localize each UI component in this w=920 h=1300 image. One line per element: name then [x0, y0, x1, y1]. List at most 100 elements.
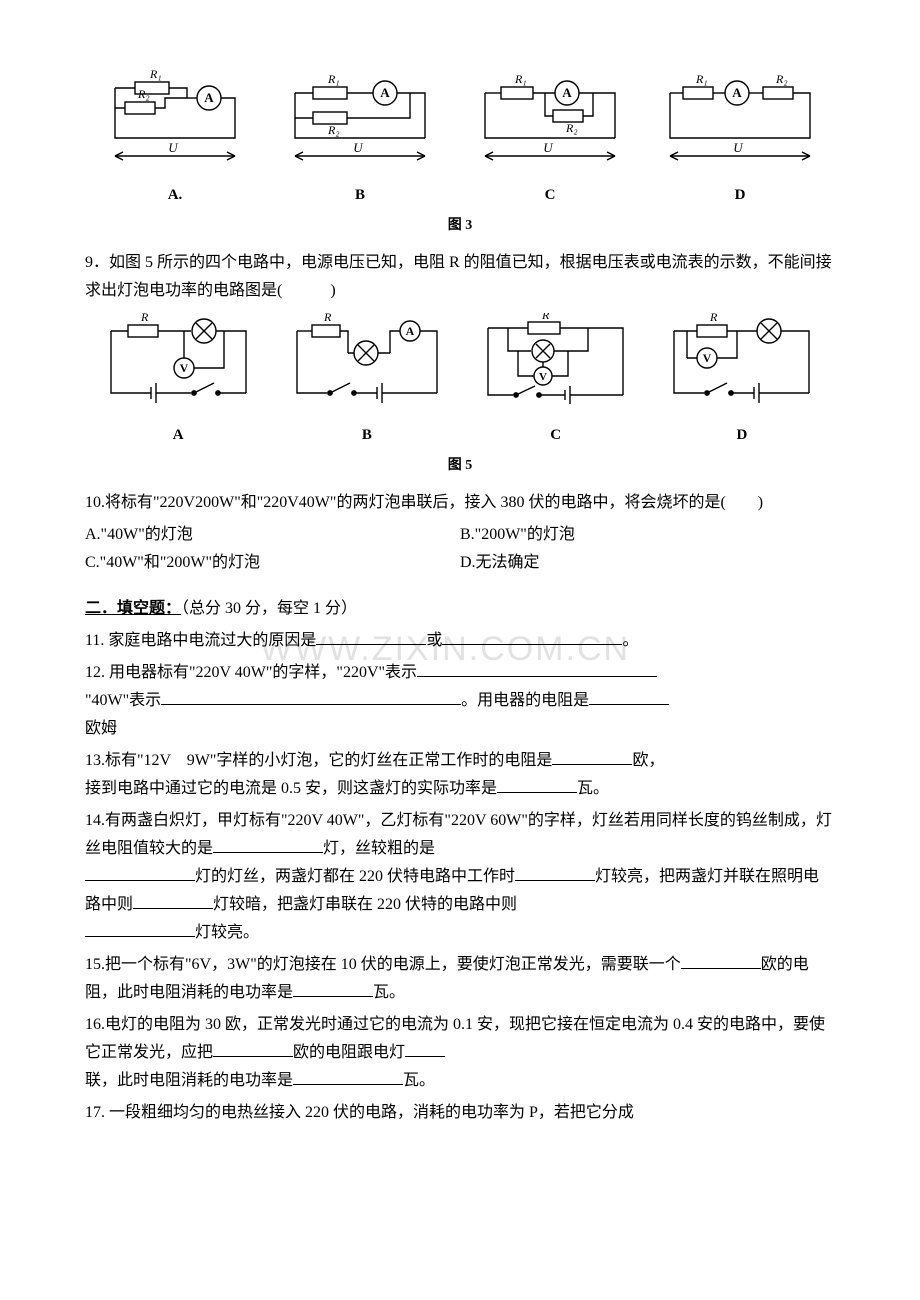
svg-text:A: A — [562, 85, 572, 100]
svg-text:R: R — [323, 313, 332, 324]
fig5b-label: B — [362, 422, 372, 448]
q13-l1b: 欧， — [632, 752, 664, 769]
fig3d-label: D — [735, 182, 746, 208]
q11-end: 。 — [622, 632, 638, 649]
fig3-a: R₁ R₂ A U A. — [95, 68, 255, 208]
question-9: 9．如图 5 所示的四个电路中，电源电压已知，电阻 R 的阻值已知，根据电压表或… — [85, 249, 835, 305]
figure-3-row: R₁ R₂ A U A. — [85, 68, 835, 208]
question-17: 17. 一段粗细均匀的电热丝接入 220 伏的电路，消耗的电功率为 P，若把它分… — [85, 1099, 835, 1127]
svg-text:R₁: R₁ — [327, 72, 340, 86]
q11-pre: 11. 家庭电路中电流过大的原因是 — [85, 632, 316, 649]
blank — [552, 748, 632, 765]
fig5d-label: D — [736, 422, 747, 448]
q10-opt-d: D.无法确定 — [460, 549, 835, 577]
blank — [213, 1040, 293, 1057]
fig5-d: R V D — [659, 313, 824, 448]
q13-l2: 接到电路中通过它的电流是 0.5 安，则这盏灯的实际功率是 — [85, 780, 497, 797]
blank — [293, 980, 373, 997]
question-12: 12. 用电器标有"220V 40W"的字样，"220V"表示 "40W"表示 。… — [85, 659, 835, 743]
q12-l2b: 。用电器的电阻是 — [461, 692, 589, 709]
blank — [85, 864, 195, 881]
fig3c-label: C — [545, 182, 556, 208]
figure-5-row: R V A — [85, 313, 835, 448]
question-13: 13.标有"12V 9W"字样的小灯泡，它的灯丝在正常工作时的电阻是 欧， 接到电… — [85, 747, 835, 803]
q12-l2a: "40W"表示 — [85, 692, 161, 709]
fig3-d: R₁ A R₂ U D — [655, 68, 825, 208]
q10-opt-c: C."40W"和"200W"的灯泡 — [85, 549, 460, 577]
q16-l2b: 瓦。 — [403, 1072, 435, 1089]
fig5-c: R V C — [473, 313, 638, 448]
q14-l2b: 灯的灯丝，两盏灯都在 220 伏特电路中工作时 — [195, 868, 515, 885]
fig3-c: R₁ A R₂ U C — [465, 68, 635, 208]
svg-text:A: A — [406, 324, 415, 338]
q16-l2: 联，此时电阻消耗的电功率是 — [85, 1072, 293, 1089]
question-15: 15.把一个标有"6V，3W"的灯泡接在 10 伏的电源上，要使灯泡正常发光，需… — [85, 951, 835, 1007]
svg-text:A: A — [204, 90, 214, 105]
q16-l1: 16.电灯的电阻为 30 欧，正常发光时通过它的电流为 0.1 安，现把它接在恒… — [85, 1016, 825, 1061]
q10-opt-b: B."200W"的灯泡 — [460, 521, 835, 549]
svg-text:U: U — [168, 140, 179, 155]
fig3-b: R₁ A R₂ U B — [275, 68, 445, 208]
svg-text:V: V — [703, 351, 712, 365]
q11-mid: 或 — [426, 632, 442, 649]
section-2-header: 二．填空题：（总分 30 分，每空 1 分） — [85, 595, 835, 623]
blank — [681, 952, 761, 969]
q17-l1: 17. 一段粗细均匀的电热丝接入 220 伏的电路，消耗的电功率为 P，若把它分… — [85, 1104, 634, 1121]
svg-text:R₂: R₂ — [565, 121, 578, 135]
fig5-a: R V A — [96, 313, 261, 448]
question-14: 14.有两盏白炽灯，甲灯标有"220V 40W"，乙灯标有"220V 60W"的… — [85, 807, 835, 947]
section-2-title: 二．填空题： — [85, 600, 181, 617]
blank — [417, 660, 657, 677]
svg-text:U: U — [733, 140, 744, 155]
question-11: 11. 家庭电路中电流过大的原因是 或 。 — [85, 627, 835, 655]
q10-options-2: C."40W"和"200W"的灯泡 D.无法确定 — [85, 549, 835, 577]
q12-l3: 欧姆 — [85, 720, 117, 737]
fig3-caption: 图 3 — [85, 214, 835, 239]
blank — [213, 836, 323, 853]
svg-text:R₂: R₂ — [327, 123, 340, 137]
svg-text:R: R — [541, 313, 550, 322]
blank — [589, 688, 669, 705]
blank — [442, 628, 622, 645]
q14-l2d: 灯较暗，把盏灯串联在 220 伏特的电路中则 — [213, 896, 517, 913]
q12-l1a: 12. 用电器标有"220V 40W"的字样，"220V"表示 — [85, 664, 417, 681]
svg-text:R₁: R₁ — [514, 72, 527, 86]
blank — [316, 628, 426, 645]
q13-l2b: 瓦。 — [577, 780, 609, 797]
fig5-b: R A B — [282, 313, 452, 448]
svg-text:V: V — [539, 371, 547, 383]
q16-l1b: 欧的电阻跟电灯 — [293, 1044, 405, 1061]
blank — [161, 688, 461, 705]
q14-l3b: 灯较亮。 — [195, 924, 259, 941]
svg-text:R₁: R₁ — [695, 72, 708, 86]
q14-l1b: 灯，丝较粗的是 — [323, 840, 435, 857]
fig5a-label: A — [173, 422, 184, 448]
svg-text:A: A — [380, 85, 390, 100]
svg-text:U: U — [353, 140, 364, 155]
svg-text:R: R — [140, 313, 149, 324]
q15-l1: 15.把一个标有"6V，3W"的灯泡接在 10 伏的电源上，要使灯泡正常发光，需… — [85, 956, 681, 973]
blank — [497, 776, 577, 793]
blank — [405, 1040, 445, 1057]
q15-l1c: 瓦。 — [373, 984, 405, 1001]
section-2-paren: （总分 30 分，每空 1 分） — [181, 600, 357, 617]
blank — [293, 1068, 403, 1085]
blank — [515, 864, 595, 881]
blank — [133, 892, 213, 909]
svg-text:R₂: R₂ — [775, 72, 788, 86]
svg-text:U: U — [543, 140, 554, 155]
fig3a-label: A. — [168, 182, 183, 208]
question-16: 16.电灯的电阻为 30 欧，正常发光时通过它的电流为 0.1 安，现把它接在恒… — [85, 1011, 835, 1095]
q13-l1: 13.标有"12V 9W"字样的小灯泡，它的灯丝在正常工作时的电阻是 — [85, 752, 552, 769]
fig5c-label: C — [550, 422, 561, 448]
fig5-caption: 图 5 — [85, 454, 835, 479]
svg-text:R₂: R₂ — [137, 87, 150, 101]
q14-l1: 14.有两盏白炽灯，甲灯标有"220V 40W"，乙灯标有"220V 60W"的… — [85, 812, 832, 857]
question-10: 10.将标有"220V200W"和"220V40W"的两灯泡串联后，接入 380… — [85, 489, 835, 517]
q10-options: A."40W"的灯泡 B."200W"的灯泡 — [85, 521, 835, 549]
blank — [85, 920, 195, 937]
fig3b-label: B — [355, 182, 365, 208]
svg-text:R: R — [709, 313, 718, 324]
svg-text:A: A — [732, 85, 742, 100]
svg-text:R₁: R₁ — [149, 68, 162, 81]
